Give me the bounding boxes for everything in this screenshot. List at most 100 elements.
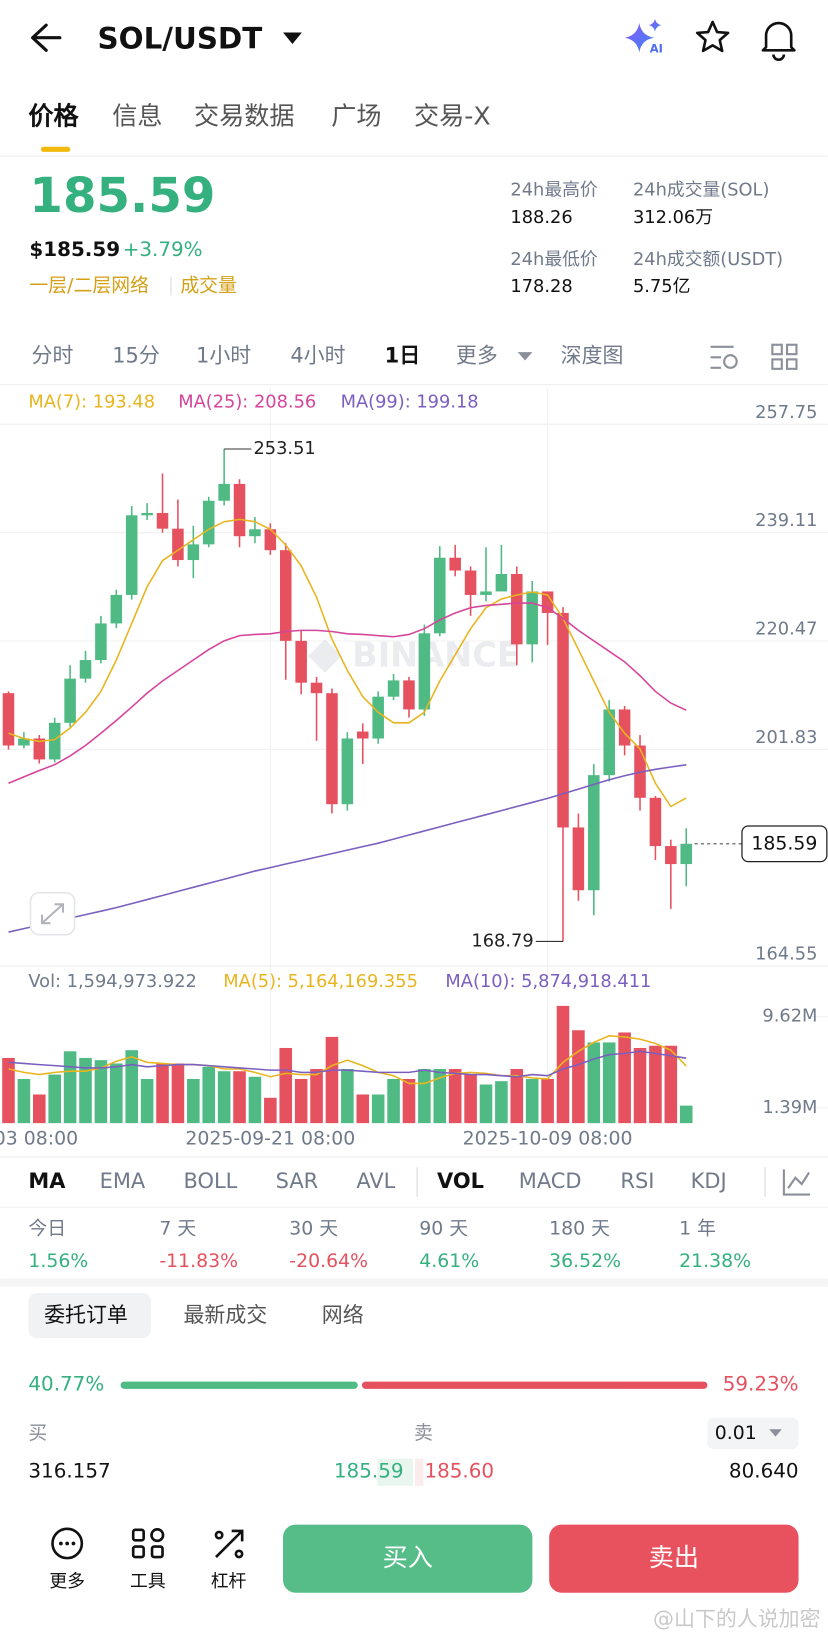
sell-button[interactable] [549, 1524, 799, 1593]
indicator-tabs: MA EMA BOLL SAR AVL VOL MACD RSI KDJ [28, 1169, 726, 1193]
volume-bar [171, 1063, 185, 1124]
volume-bar [387, 1078, 400, 1124]
sell-label[interactable]: 卖出 [649, 1543, 699, 1572]
ma-lines [8, 518, 687, 933]
leverage-tool[interactable] [214, 1529, 244, 1559]
volume-axis: 1.39M 9.62M [762, 1006, 828, 1118]
y-tick-label: 239.11 [755, 510, 817, 531]
precision-select[interactable] [707, 1417, 799, 1450]
volume-bar [217, 1071, 231, 1124]
tools-tool[interactable] [131, 1528, 165, 1559]
tool-label[interactable]: 工具 [130, 1571, 166, 1592]
settings-icon[interactable] [710, 345, 738, 369]
indicator-tab[interactable]: AVL [356, 1169, 395, 1193]
period-label: 30 天 [289, 1218, 338, 1240]
tool-label[interactable]: 杠杆 [211, 1571, 247, 1592]
sector-tag[interactable]: 一层/二层网络 [29, 275, 149, 297]
pair-dropdown[interactable] [283, 32, 302, 45]
indicator-tab[interactable]: MACD [519, 1169, 582, 1193]
favorite-button[interactable] [695, 20, 730, 53]
volume-bar [556, 1005, 570, 1124]
tool-label[interactable]: 更多 [49, 1571, 85, 1592]
volume-bar [294, 1078, 308, 1124]
indicator-tab[interactable]: VOL [437, 1169, 484, 1193]
order-tab[interactable]: 网络 [322, 1303, 364, 1327]
volume-tag[interactable]: 成交量 [180, 275, 237, 297]
depth-bar [377, 1458, 413, 1486]
expand-arrows [40, 903, 65, 925]
indicator-tab[interactable]: MA [28, 1169, 66, 1193]
volume-bar [17, 1078, 31, 1124]
interval-tab[interactable]: 1小时 [196, 343, 251, 367]
more-tool[interactable] [51, 1527, 84, 1560]
expand-button[interactable] [29, 891, 76, 936]
interval-tab[interactable]: 分时 [32, 343, 74, 367]
interval-tab[interactable]: 深度图 [561, 343, 624, 367]
candle-body [295, 640, 307, 683]
precision-value[interactable]: 0.01 [715, 1422, 757, 1444]
volume-bar [279, 1047, 293, 1124]
volume-bar [2, 1057, 15, 1124]
more-dropdown[interactable] [517, 352, 533, 361]
tab[interactable]: 交易-X [414, 101, 491, 130]
tab[interactable]: 广场 [331, 101, 381, 130]
indicator-settings[interactable] [782, 1169, 811, 1196]
volume-tick-label: 1.39M [762, 1097, 817, 1118]
ratio: 40.77% 59.23% [28, 1373, 798, 1396]
candle-body [541, 591, 554, 613]
sell-ratio-label: 59.23% [723, 1373, 799, 1396]
indicator-tab[interactable]: RSI [620, 1169, 654, 1193]
tab[interactable]: 信息 [112, 101, 162, 130]
legend-entry: MA(25): 208.56 [178, 391, 316, 412]
indicator-tab[interactable]: KDJ [691, 1169, 727, 1193]
precision-dropdown [769, 1429, 782, 1437]
last-price-tag [741, 825, 828, 863]
stat-value: 5.75亿 [633, 276, 690, 297]
interval-tab[interactable]: 更多 [456, 343, 498, 367]
candle-body [18, 738, 30, 746]
volume-bar [33, 1094, 46, 1124]
volume-bar [433, 1069, 447, 1124]
x-tick-label: 2025-10-09 08:00 [463, 1127, 633, 1149]
candle-body [372, 696, 384, 739]
stat-label: 24h最高价 [510, 180, 598, 201]
alert-button[interactable] [761, 21, 796, 61]
indicator-tab[interactable]: SAR [276, 1169, 319, 1193]
price-change: +3.79% [123, 238, 203, 261]
ma-line [8, 518, 687, 808]
last-price: 185.59 [29, 168, 215, 224]
interval-tab[interactable]: 1日 [385, 343, 421, 367]
indicator-tab[interactable]: EMA [100, 1169, 146, 1193]
legend-entry: MA(99): 199.18 [341, 391, 479, 412]
icon-stroke [723, 354, 738, 369]
order-tab[interactable]: 最新成交 [183, 1303, 267, 1327]
active-tab-indicator [40, 146, 71, 152]
volume-bar [448, 1069, 462, 1124]
indicator-tab[interactable]: BOLL [183, 1169, 237, 1193]
icon-stroke [150, 1528, 165, 1543]
candle-body [110, 594, 123, 624]
period-label: 90 天 [419, 1218, 468, 1240]
tab[interactable]: 价格 [28, 101, 79, 130]
tab[interactable]: 交易数据 [194, 101, 295, 130]
order-tab[interactable]: 委托订单 [44, 1303, 128, 1327]
pair-title[interactable]: SOL/USDT [98, 21, 263, 55]
ai-label[interactable]: AI [650, 42, 663, 56]
stat-label: 24h最低价 [510, 249, 598, 270]
candle-body [665, 846, 677, 865]
candle-body [79, 660, 92, 679]
back-button[interactable] [31, 23, 62, 52]
ai-icon[interactable] [624, 23, 654, 53]
interval-tab[interactable]: 15分 [112, 343, 160, 367]
buy-header: 买 [28, 1422, 47, 1444]
buy-label[interactable]: 买入 [383, 1543, 433, 1572]
period-change: 1.56% [28, 1250, 88, 1272]
x-tick-label: 2025-09-03 08:00 [0, 1127, 78, 1149]
buy-button[interactable] [283, 1524, 533, 1593]
interval-tab[interactable]: 4小时 [290, 343, 345, 367]
layout-icon[interactable] [771, 343, 798, 370]
volume-bar [248, 1076, 262, 1124]
grid: 164.55 201.83 220.47 239.11 257.75 [0, 387, 828, 1124]
y-tick-label: 201.83 [755, 727, 817, 748]
